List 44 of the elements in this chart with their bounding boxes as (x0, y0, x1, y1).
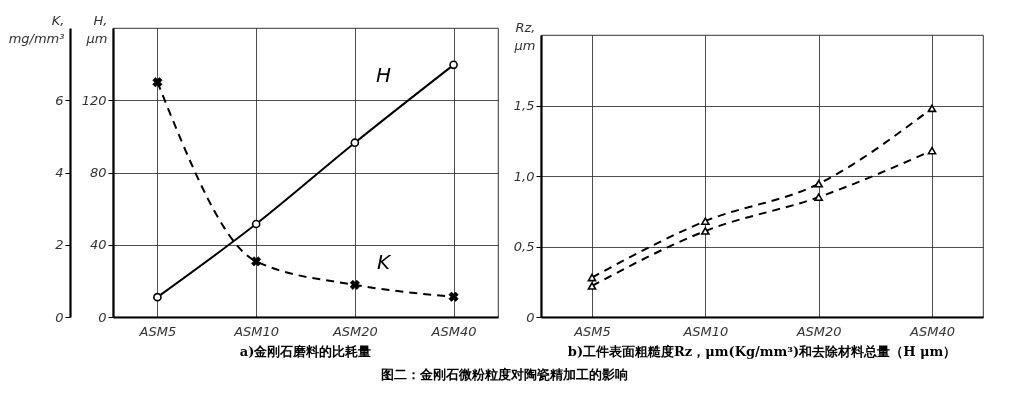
point (587, 273, 597, 282)
y-axis-title: K, mg/mm³ (8, 12, 65, 46)
y2-tick-label: 0 (98, 309, 107, 325)
series-label: K (377, 249, 393, 274)
y-axis-title: Rz, μm (513, 19, 536, 53)
point (701, 217, 710, 225)
x-tick-label: ASM5 (138, 323, 177, 339)
point (814, 179, 823, 188)
y2-tick-label: 80 (89, 165, 107, 180)
point (449, 60, 458, 70)
point (153, 292, 162, 302)
y-tick-label: 1,0 (513, 168, 535, 184)
text: a)金刚石磨料的比耗量 (239, 344, 372, 359)
point (349, 279, 360, 290)
point (927, 146, 937, 155)
point (251, 256, 262, 267)
x-tick-label: ASM20 (331, 323, 378, 339)
point (814, 193, 823, 202)
y-tick-label: 2 (55, 237, 64, 253)
point (448, 291, 459, 302)
point (927, 104, 937, 113)
y2-axis-title: H, μm (85, 12, 108, 46)
point (587, 282, 597, 290)
x-tick-label: ASM40 (430, 323, 477, 339)
x-tick-label: ASM40 (909, 323, 955, 339)
x-tick-label: ASM20 (795, 323, 842, 339)
y-tick-label: 0 (55, 309, 64, 325)
x-tick-label: ASM10 (233, 323, 280, 339)
text: b)工件表面粗糙度Rz，μm(Kg/mm³)和去除材料总量（H μm） (567, 344, 957, 359)
text: 图二：金刚石微粉粒度对陶瓷精加工的影响 (380, 366, 629, 384)
y2-tick-label: 40 (89, 237, 107, 253)
point (701, 227, 710, 235)
y2-tick-label: 120 (81, 92, 107, 108)
x-tick-label: ASM10 (682, 323, 729, 339)
x-tick-label: ASM5 (573, 323, 611, 339)
y-tick-label: 6 (55, 92, 64, 108)
y-tick-label: 0,5 (513, 239, 535, 254)
series-label: H (376, 62, 392, 87)
y-tick-label: 4 (55, 165, 64, 180)
y-tick-label: 0 (526, 309, 535, 325)
point (152, 77, 163, 88)
y-tick-label: 1,5 (513, 98, 535, 113)
point (350, 138, 360, 148)
point (251, 219, 261, 229)
